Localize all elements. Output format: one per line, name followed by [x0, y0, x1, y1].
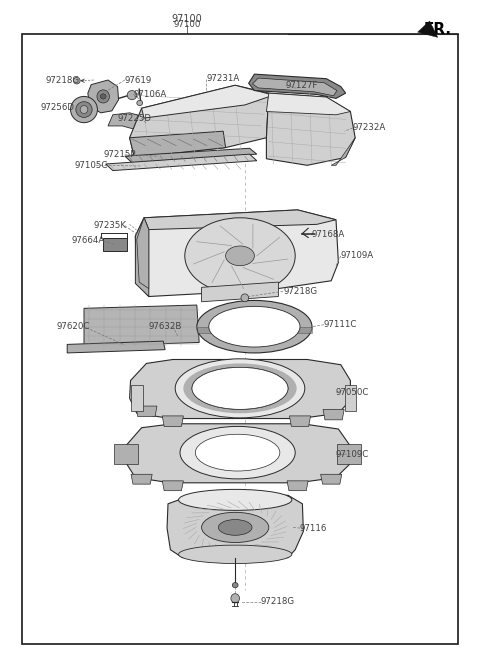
Text: 97231A: 97231A	[206, 74, 240, 83]
Text: 97664A: 97664A	[72, 236, 105, 245]
Text: 97100: 97100	[172, 14, 203, 24]
Text: FR.: FR.	[423, 22, 451, 37]
Ellipse shape	[226, 246, 254, 266]
Text: 97232A: 97232A	[353, 123, 386, 133]
Polygon shape	[167, 495, 303, 558]
Text: 97111C: 97111C	[324, 320, 358, 329]
Ellipse shape	[175, 359, 305, 418]
Polygon shape	[144, 210, 336, 230]
Text: 97215P: 97215P	[103, 150, 136, 159]
Polygon shape	[266, 93, 350, 115]
Polygon shape	[331, 138, 355, 165]
Polygon shape	[108, 113, 166, 138]
Text: 97109A: 97109A	[341, 251, 374, 260]
Ellipse shape	[195, 434, 280, 471]
Text: 97218G: 97218G	[261, 597, 295, 606]
Ellipse shape	[127, 91, 137, 100]
Text: 97127F: 97127F	[286, 81, 318, 90]
Polygon shape	[135, 210, 338, 297]
Ellipse shape	[183, 363, 297, 413]
Polygon shape	[131, 385, 143, 411]
Polygon shape	[131, 474, 152, 484]
Text: 97619: 97619	[125, 75, 152, 85]
Polygon shape	[323, 409, 344, 420]
Polygon shape	[137, 218, 149, 289]
Ellipse shape	[192, 367, 288, 409]
Polygon shape	[114, 444, 138, 464]
Ellipse shape	[137, 100, 143, 106]
Polygon shape	[106, 154, 257, 171]
Ellipse shape	[209, 306, 300, 347]
Ellipse shape	[179, 489, 292, 510]
Text: 97218G: 97218G	[46, 75, 80, 85]
Ellipse shape	[76, 102, 92, 117]
Polygon shape	[321, 474, 342, 484]
Polygon shape	[130, 131, 226, 157]
Polygon shape	[162, 416, 183, 426]
Ellipse shape	[197, 300, 312, 353]
Text: 97235K: 97235K	[94, 221, 127, 230]
Polygon shape	[126, 424, 349, 483]
Text: 97100: 97100	[173, 20, 201, 30]
Text: 97256D: 97256D	[41, 103, 75, 112]
Ellipse shape	[241, 294, 249, 302]
Ellipse shape	[185, 218, 295, 294]
Polygon shape	[67, 341, 165, 353]
Polygon shape	[252, 78, 337, 96]
Polygon shape	[136, 406, 157, 417]
Polygon shape	[162, 481, 183, 491]
Text: 97109C: 97109C	[336, 450, 369, 459]
Ellipse shape	[232, 583, 238, 588]
Polygon shape	[103, 238, 127, 251]
Polygon shape	[88, 80, 119, 113]
Text: 97168A: 97168A	[311, 230, 344, 239]
Polygon shape	[130, 85, 269, 157]
Ellipse shape	[80, 106, 88, 113]
Polygon shape	[197, 327, 312, 333]
Polygon shape	[84, 305, 199, 346]
Polygon shape	[135, 218, 149, 297]
Polygon shape	[287, 481, 308, 491]
Ellipse shape	[97, 90, 109, 103]
Polygon shape	[125, 148, 257, 163]
Ellipse shape	[100, 94, 106, 99]
Text: 97106A: 97106A	[133, 90, 167, 99]
Polygon shape	[130, 359, 350, 419]
Polygon shape	[142, 85, 274, 118]
Text: 97116: 97116	[300, 523, 327, 533]
Polygon shape	[418, 21, 438, 37]
Ellipse shape	[179, 545, 292, 564]
Text: 97218G: 97218G	[283, 287, 317, 296]
Ellipse shape	[202, 512, 269, 543]
Ellipse shape	[218, 520, 252, 535]
Polygon shape	[345, 385, 356, 411]
Text: 97225D: 97225D	[118, 113, 152, 123]
Ellipse shape	[180, 426, 295, 479]
Polygon shape	[289, 416, 311, 426]
Ellipse shape	[231, 594, 240, 603]
Text: 97632B: 97632B	[149, 321, 182, 331]
Polygon shape	[266, 93, 355, 165]
Polygon shape	[337, 444, 361, 464]
Text: 97620C: 97620C	[57, 321, 90, 331]
Ellipse shape	[71, 96, 97, 123]
Text: 97050C: 97050C	[336, 388, 370, 397]
Polygon shape	[249, 74, 346, 98]
Ellipse shape	[73, 77, 80, 84]
Ellipse shape	[192, 367, 288, 409]
Polygon shape	[202, 282, 278, 302]
Text: 97105C: 97105C	[74, 161, 108, 170]
